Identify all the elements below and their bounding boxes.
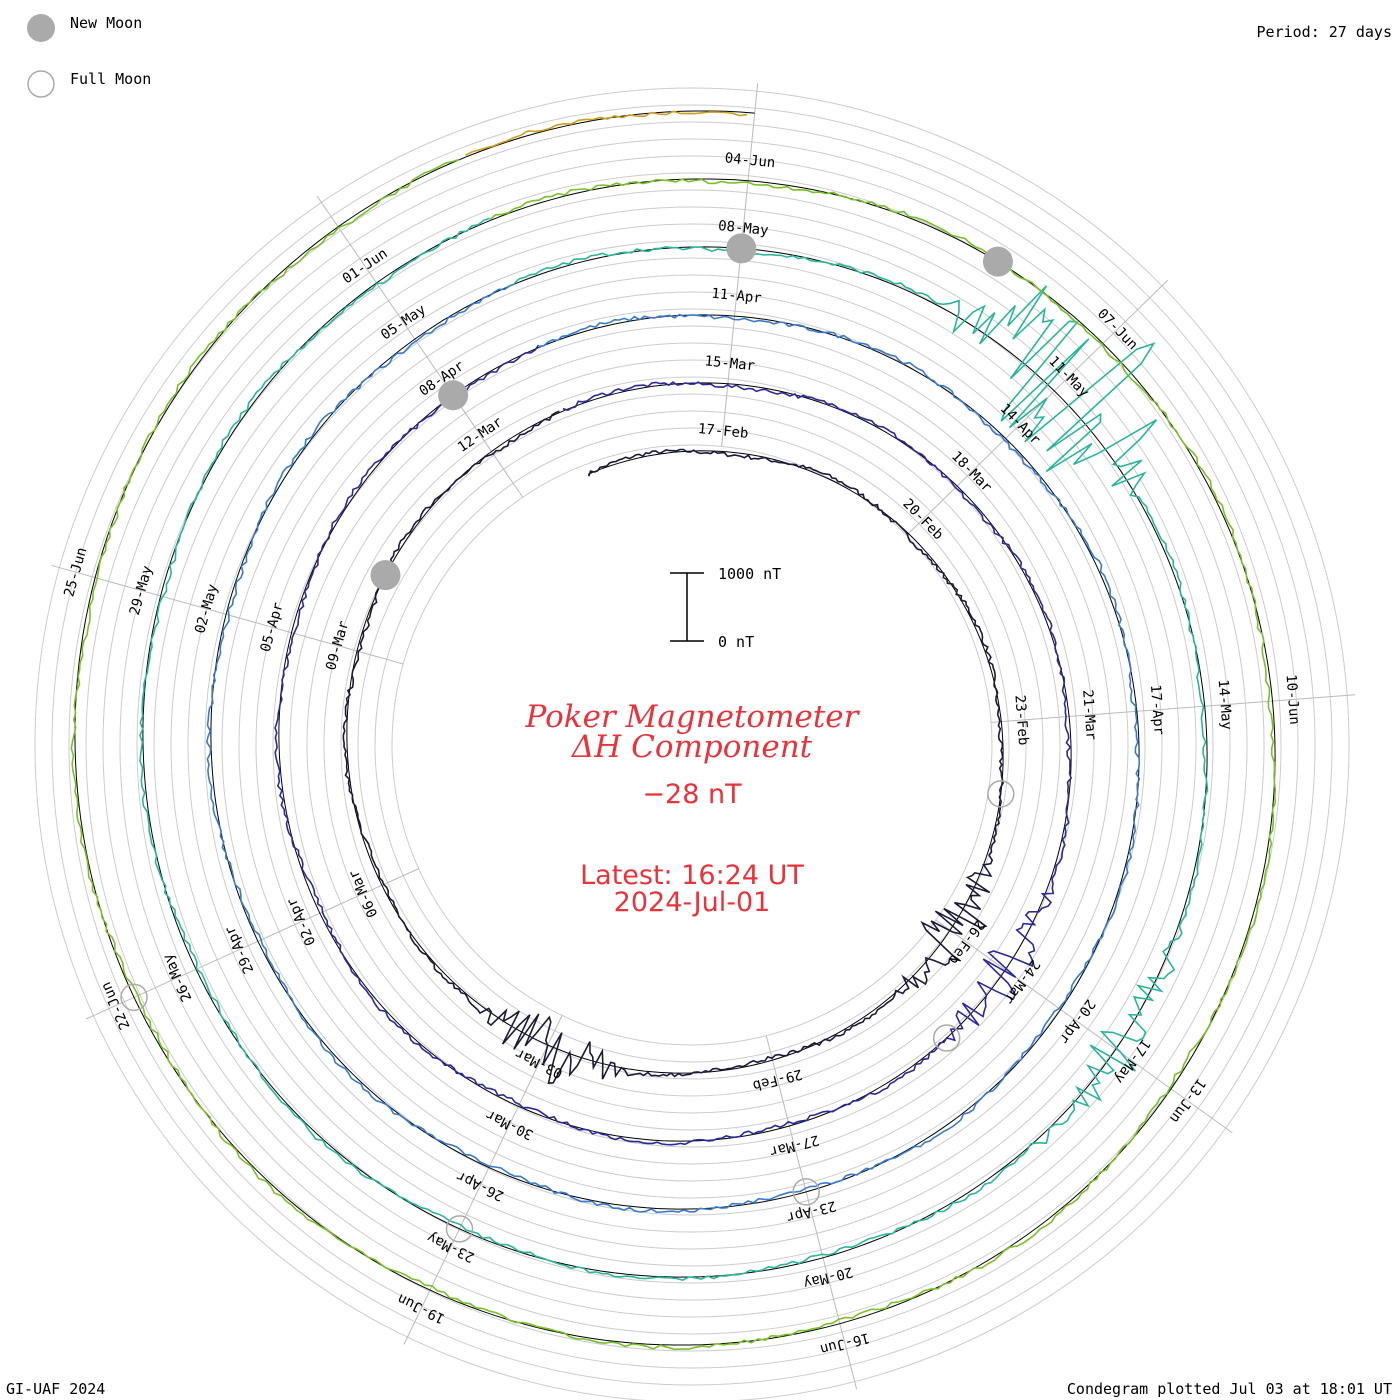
footer-credit: GI-UAF 2024	[6, 1380, 105, 1398]
chart-title: Poker Magnetometer	[525, 699, 861, 735]
date-label: 15-Mar	[704, 353, 756, 374]
date-label: 17-Feb	[697, 421, 749, 442]
period-label: Period: 27 days	[1257, 23, 1392, 41]
grid-ring	[34, 87, 1350, 1400]
grid-spoke	[906, 279, 1169, 536]
data-traces	[70, 110, 1277, 1351]
date-label: 29-Apr	[222, 923, 257, 976]
date-label: 17-Apr	[1147, 684, 1167, 736]
grid-spoke	[403, 1015, 563, 1345]
date-label: 21-Mar	[1079, 689, 1099, 741]
grid-ring	[170, 223, 1214, 1267]
date-label: 08-May	[717, 218, 769, 239]
grid-spoke	[765, 1035, 858, 1390]
grid-ring	[238, 291, 1146, 1199]
trace-series-4	[139, 217, 1209, 1282]
date-label: 02-Apr	[284, 895, 319, 948]
scale-bar: 1000 nT 0 nT	[670, 565, 781, 651]
grid-ring	[221, 274, 1163, 1216]
date-label: 23-Apr	[785, 1197, 838, 1225]
date-label: 27-Mar	[768, 1131, 821, 1159]
grid-ring	[119, 172, 1265, 1318]
date-label: 23-Feb	[1011, 694, 1031, 746]
legend-new-moon: New Moon	[70, 14, 142, 32]
full-moon-marker	[932, 1024, 961, 1052]
grid-ring	[85, 138, 1299, 1352]
grid-ring	[340, 393, 1044, 1097]
date-label: 16-Jun	[818, 1329, 871, 1357]
grid-ring	[357, 410, 1027, 1080]
grid-spoke	[51, 564, 404, 665]
date-label: 22-Jun	[98, 979, 133, 1032]
grid-ring	[306, 359, 1078, 1131]
date-label: 11-Apr	[711, 286, 763, 307]
date-label: 20-May	[802, 1263, 855, 1291]
date-label: 05-Apr	[258, 601, 287, 654]
grid-spokes	[51, 83, 1356, 1390]
grid-ring	[153, 206, 1231, 1284]
grid-ring	[374, 427, 1010, 1063]
moon-markers	[120, 233, 1015, 1243]
grid-ring	[102, 155, 1282, 1335]
date-label: 12-Mar	[455, 414, 506, 456]
new-moon-marker	[370, 560, 401, 591]
grid-spoke	[85, 868, 419, 1020]
trace-series-2	[274, 344, 1073, 1146]
footer-plotted: Condegram plotted Jul 03 at 18:01 UT	[1067, 1380, 1392, 1398]
full-moon-marker	[445, 1215, 474, 1243]
grid-ring	[136, 189, 1248, 1301]
date-label: 09-Mar	[323, 619, 352, 672]
grid-ring	[255, 308, 1129, 1182]
grid-ring	[289, 342, 1095, 1148]
date-label: 02-May	[192, 582, 221, 635]
date-label: 25-Jun	[61, 546, 90, 599]
trace-series-5	[70, 158, 1277, 1351]
legend-full-moon: Full Moon	[70, 70, 151, 88]
grid-ring	[272, 325, 1112, 1165]
date-label: 10-Jun	[1283, 674, 1303, 726]
current-value: −28 nT	[642, 779, 742, 810]
trace-series-1	[342, 410, 1004, 1084]
date-label: 01-Jun	[340, 246, 391, 288]
full-moon-marker	[120, 983, 148, 1012]
full-moon-icon	[27, 70, 55, 98]
new-moon-marker	[726, 233, 757, 264]
scale-bottom-label: 0 nT	[718, 633, 754, 651]
latest-date: 2024-Jul-01	[614, 887, 771, 918]
date-label: 26-May	[160, 951, 195, 1004]
latest-time: Latest: 16:24 UT	[580, 860, 804, 891]
trace-series-6	[465, 110, 748, 156]
grid-rings	[34, 87, 1350, 1400]
grid-spoke	[935, 919, 1233, 1134]
grid-ring	[68, 121, 1316, 1369]
date-label: 29-Feb	[751, 1065, 804, 1093]
full-moon-marker	[792, 1178, 820, 1206]
full-moon-marker	[987, 780, 1015, 808]
grid-spoke	[991, 694, 1356, 723]
grid-ring	[391, 444, 993, 1046]
date-label: 29-May	[127, 564, 156, 617]
date-label: 14-May	[1215, 679, 1235, 731]
chart-subtitle: ΔH Component	[571, 729, 813, 765]
grid-ring	[51, 104, 1333, 1386]
date-label: 04-Jun	[724, 150, 776, 171]
grid-ring	[323, 376, 1061, 1114]
grid-spoke	[721, 83, 759, 447]
trace-series-3	[205, 283, 1141, 1214]
date-label: 06-Mar	[346, 867, 381, 920]
new-moon-icon	[27, 14, 55, 42]
new-moon-marker	[982, 246, 1013, 277]
grid-spoke	[316, 195, 524, 498]
grid-ring	[204, 257, 1180, 1233]
scale-top-label: 1000 nT	[718, 565, 781, 583]
new-moon-marker	[438, 380, 469, 411]
grid-ring	[187, 240, 1197, 1250]
